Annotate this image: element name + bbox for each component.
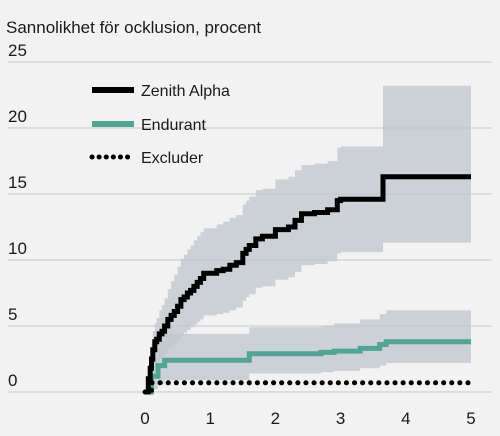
y-tick-0: 0 xyxy=(8,371,17,390)
y-tick-25: 25 xyxy=(8,41,27,60)
y-tick-15: 15 xyxy=(8,173,27,192)
y-tick-10: 10 xyxy=(8,239,27,258)
x-tick-5: 5 xyxy=(466,409,475,428)
x-tick-1: 1 xyxy=(205,409,214,428)
y-tick-20: 20 xyxy=(8,107,27,126)
x-tick-3: 3 xyxy=(336,409,345,428)
series-lines xyxy=(142,174,474,395)
legend: Zenith Alpha Endurant Excluder xyxy=(89,83,230,167)
y-tick-labels: 0 5 10 15 20 25 xyxy=(8,41,27,390)
series-line-endurant xyxy=(145,339,471,395)
ci-band-endurant xyxy=(145,310,471,392)
y-tick-5: 5 xyxy=(8,305,17,324)
legend-label-excluder: Excluder xyxy=(141,150,204,167)
x-tick-labels: 0 1 2 3 4 5 xyxy=(140,409,475,428)
x-tick-0: 0 xyxy=(140,409,149,428)
series-line-excluder xyxy=(142,380,474,395)
legend-label-zenith-alpha: Zenith Alpha xyxy=(141,83,230,100)
series-line-zenith-alpha xyxy=(145,174,471,395)
x-tick-2: 2 xyxy=(271,409,280,428)
confidence-bands xyxy=(145,85,471,393)
x-tick-4: 4 xyxy=(401,409,410,428)
legend-label-endurant: Endurant xyxy=(141,117,206,134)
ci-band-zenith-alpha xyxy=(145,85,471,393)
chart-title: Sannolikhet för ocklusion, procent xyxy=(6,18,261,37)
